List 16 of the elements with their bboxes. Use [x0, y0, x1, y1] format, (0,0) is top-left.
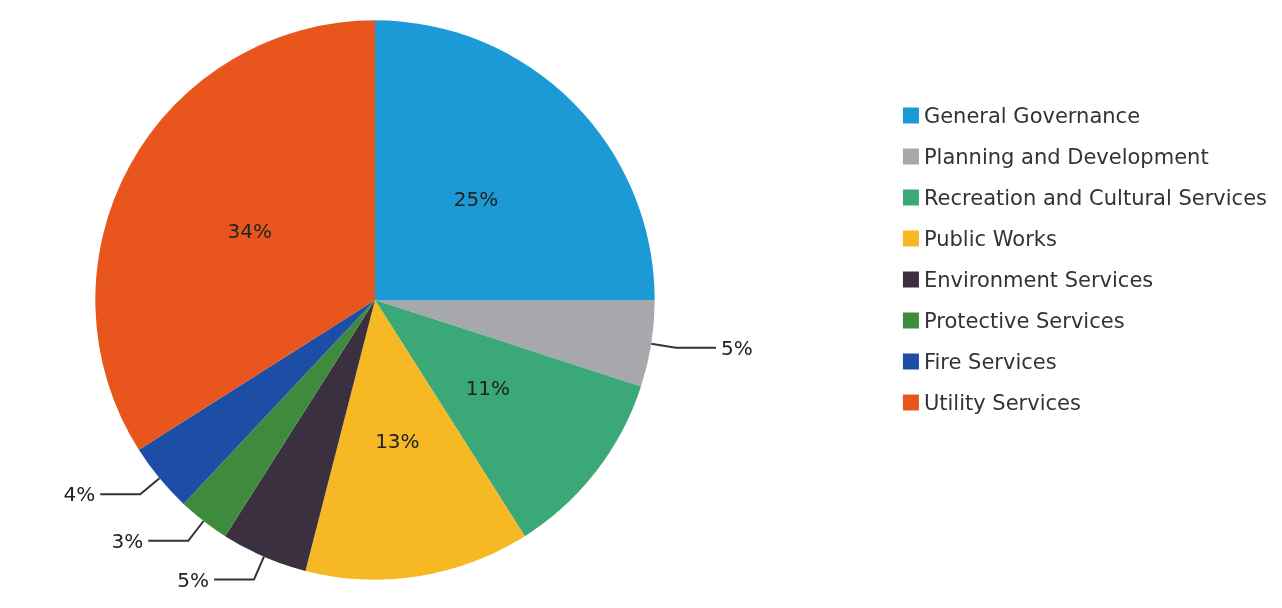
legend-label: Recreation and Cultural Services	[923, 185, 1267, 210]
data-label: 4%	[63, 482, 96, 507]
legend-label: Utility Services	[923, 390, 1081, 415]
data-label: 34%	[227, 219, 273, 244]
legend-label: Public Works	[923, 226, 1057, 251]
data-label: 5%	[177, 567, 209, 592]
data-label: 25%	[453, 187, 499, 211]
data-label: 5%	[720, 335, 753, 360]
data-label: 3%	[111, 528, 144, 553]
data-label: 11%	[465, 375, 511, 400]
legend-label: Environment Services	[923, 267, 1154, 292]
legend-label: General Governance	[923, 103, 1141, 128]
legend-label: Fire Services	[923, 349, 1057, 374]
legend-label: Planning and Development	[923, 144, 1209, 169]
data-label: 13%	[375, 429, 420, 454]
legend-label: Protective Services	[923, 308, 1125, 333]
